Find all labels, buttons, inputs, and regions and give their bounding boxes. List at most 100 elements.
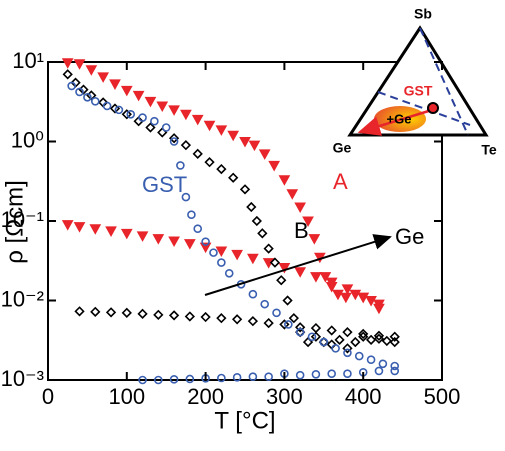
data-point: [268, 160, 281, 172]
data-point: [373, 330, 385, 341]
data-point: [191, 114, 204, 126]
data-point: [109, 79, 121, 90]
data-point: [85, 65, 98, 76]
inset-point-label: GST: [404, 83, 433, 99]
marks: [61, 58, 400, 385]
data-point: [144, 96, 157, 108]
data-point: [61, 220, 74, 231]
data-point: [168, 105, 180, 116]
series-label: B: [294, 218, 309, 243]
data-point: [180, 140, 192, 151]
data-point: [74, 306, 85, 317]
y-tick-label: 10⁻²: [1, 286, 44, 311]
data-point: [294, 267, 307, 278]
data-point: [310, 272, 322, 283]
data-point: [216, 313, 227, 324]
data-point: [169, 375, 179, 384]
data-point: [176, 161, 185, 170]
data-point: [126, 109, 136, 119]
data-point: [308, 234, 321, 245]
data-point: [138, 113, 147, 122]
data-point: [192, 148, 203, 159]
data-point: [152, 234, 165, 245]
data-point: [185, 374, 195, 384]
data-point: [61, 58, 74, 69]
data-point: [319, 272, 332, 283]
data-point: [187, 210, 196, 220]
data-point: [357, 292, 370, 304]
data-point: [193, 224, 203, 234]
data-point: [75, 87, 84, 97]
data-point: [132, 90, 145, 102]
data-point: [354, 351, 364, 361]
data-point: [295, 327, 305, 337]
data-point: [389, 331, 400, 342]
data-point: [227, 130, 240, 142]
series-label: A: [333, 169, 348, 194]
inset-point: [427, 102, 439, 114]
data-point: [278, 263, 291, 274]
y-tick-label: 10¹: [12, 48, 44, 73]
data-point: [390, 361, 400, 371]
data-point: [307, 332, 317, 342]
data-point: [381, 335, 392, 347]
inset-blob-label: +Ge: [387, 111, 412, 126]
data-point: [138, 375, 147, 385]
data-point: [216, 163, 227, 175]
data-point: [286, 189, 299, 200]
data-point: [288, 313, 299, 324]
data-point: [343, 348, 352, 358]
data-point: [365, 334, 377, 345]
data-point: [73, 59, 86, 70]
data-point: [325, 277, 338, 289]
data-point: [295, 322, 306, 333]
data-point: [217, 258, 226, 267]
data-point: [168, 236, 180, 248]
data-point: [358, 331, 369, 342]
data-point: [390, 366, 400, 376]
data-point: [341, 284, 354, 295]
data-point: [156, 101, 169, 112]
inset-dashed-line: [377, 91, 471, 126]
data-point: [239, 184, 251, 195]
data-point: [269, 257, 281, 268]
data-point: [284, 320, 293, 329]
data-point: [232, 373, 242, 382]
trend-arrow: [204, 234, 392, 296]
data-point: [200, 311, 211, 323]
inset-vertex-label: Sb: [414, 6, 432, 22]
data-point: [136, 231, 149, 242]
data-point: [102, 101, 112, 111]
data-point: [105, 307, 117, 318]
data-point: [260, 299, 270, 309]
data-point: [228, 172, 239, 183]
data-point: [248, 140, 261, 152]
data-point: [334, 334, 345, 345]
data-point: [133, 116, 144, 127]
data-point: [62, 69, 73, 80]
data-point: [183, 239, 196, 250]
data-point: [358, 328, 369, 340]
data-point: [248, 372, 258, 382]
inset-vertex-label: Te: [481, 142, 497, 158]
data-point: [258, 149, 271, 160]
y-tick-label: 10⁻³: [1, 366, 44, 391]
data-point: [279, 319, 290, 330]
data-point: [350, 336, 361, 348]
inset: Sb Ge Te GST +Ge: [333, 6, 497, 158]
data-point: [272, 308, 281, 318]
data-point: [326, 325, 337, 336]
data-point: [365, 296, 377, 307]
data-point: [282, 295, 293, 306]
data-point: [278, 175, 291, 186]
x-tick-label: 200: [187, 384, 224, 409]
data-point: [331, 344, 340, 353]
data-point: [169, 137, 179, 146]
data-point: [263, 243, 274, 254]
data-point: [120, 228, 133, 240]
data-point: [215, 246, 228, 257]
data-point: [378, 359, 388, 369]
y-tick-label: 10⁰: [11, 127, 44, 152]
data-point: [215, 125, 228, 136]
